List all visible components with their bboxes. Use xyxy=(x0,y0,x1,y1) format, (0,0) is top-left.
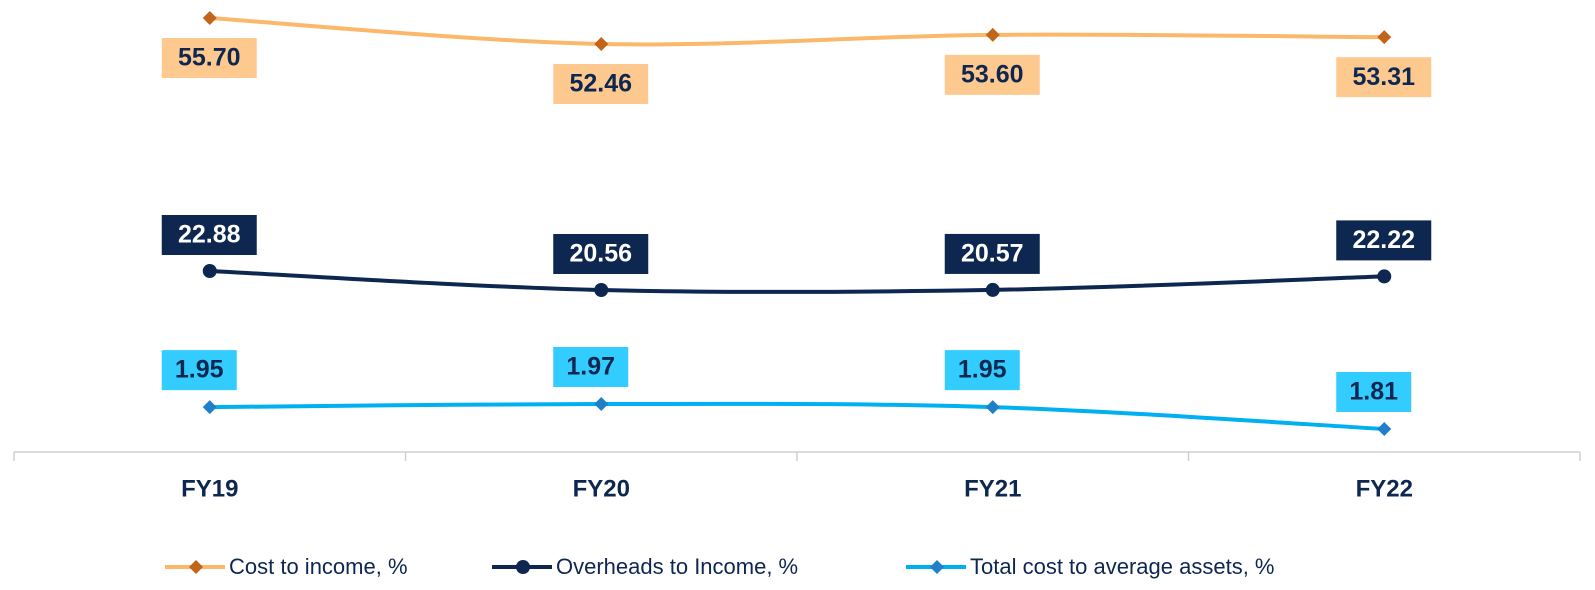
marker xyxy=(594,397,609,411)
marker xyxy=(985,27,1000,42)
data-label: 53.60 xyxy=(961,60,1024,88)
legend-marker xyxy=(930,560,944,574)
data-label-box xyxy=(944,54,1040,95)
data-label: 22.22 xyxy=(1352,226,1415,254)
data-label: 20.56 xyxy=(569,240,632,268)
data-label-box xyxy=(1336,57,1432,98)
data-label-box xyxy=(553,64,649,104)
marker xyxy=(985,400,1000,415)
legend-marker xyxy=(516,560,530,574)
data-label: 1.95 xyxy=(175,356,224,384)
series-line xyxy=(209,401,1385,431)
x-tick-label: FY22 xyxy=(1356,475,1413,502)
series-line xyxy=(209,16,1385,47)
data-label: 53.31 xyxy=(1352,63,1415,91)
data-label: 52.46 xyxy=(569,70,632,98)
data-label-box xyxy=(161,38,257,78)
marker xyxy=(594,37,609,51)
data-label: 20.57 xyxy=(961,240,1024,268)
legend-marker xyxy=(189,560,203,574)
x-tick-label: FY19 xyxy=(181,475,238,502)
marker xyxy=(1377,269,1392,284)
legend-label: Total cost to average assets, % xyxy=(970,554,1275,579)
marker xyxy=(985,282,1000,297)
data-label-box xyxy=(944,350,1020,391)
data-label: 55.70 xyxy=(178,44,241,72)
x-tick-label: FY20 xyxy=(573,475,630,502)
legend-label: Cost to income, % xyxy=(229,554,408,579)
data-label-box xyxy=(1336,372,1412,412)
data-label-box xyxy=(944,233,1040,274)
data-label-box xyxy=(553,347,629,387)
data-label-box xyxy=(161,215,257,255)
marker xyxy=(1377,422,1392,436)
x-tick-label: FY21 xyxy=(964,475,1021,502)
data-label-box xyxy=(161,350,237,391)
marker xyxy=(202,264,217,278)
data-label: 1.97 xyxy=(566,353,615,381)
marker xyxy=(594,283,609,297)
legend-label: Overheads to Income, % xyxy=(556,554,798,579)
marker xyxy=(202,11,217,25)
marker xyxy=(202,400,217,415)
data-label: 22.88 xyxy=(178,221,241,249)
data-label-box xyxy=(1336,220,1432,261)
data-label: 1.81 xyxy=(1349,378,1398,406)
data-label-box xyxy=(553,234,649,274)
data-label: 1.95 xyxy=(958,356,1007,384)
series-line xyxy=(209,269,1385,295)
marker xyxy=(1377,30,1392,45)
